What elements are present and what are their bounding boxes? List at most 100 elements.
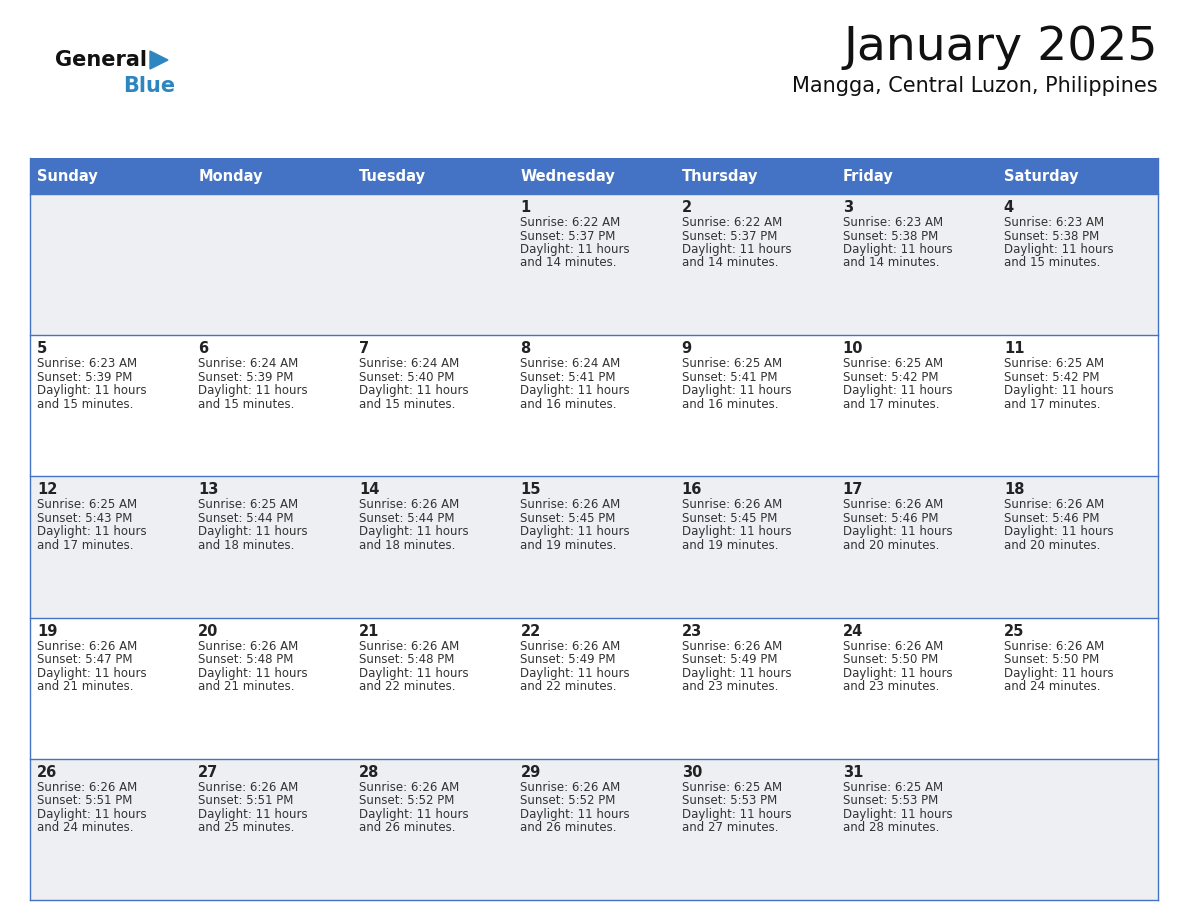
Text: Sunrise: 6:26 AM: Sunrise: 6:26 AM bbox=[359, 498, 460, 511]
Text: Sunset: 5:49 PM: Sunset: 5:49 PM bbox=[682, 653, 777, 666]
Text: and 23 minutes.: and 23 minutes. bbox=[682, 680, 778, 693]
Text: and 26 minutes.: and 26 minutes. bbox=[359, 822, 456, 834]
Text: Sunrise: 6:26 AM: Sunrise: 6:26 AM bbox=[37, 640, 138, 653]
Text: and 22 minutes.: and 22 minutes. bbox=[359, 680, 456, 693]
Text: 14: 14 bbox=[359, 482, 380, 498]
Text: and 23 minutes.: and 23 minutes. bbox=[842, 680, 939, 693]
Text: Daylight: 11 hours: Daylight: 11 hours bbox=[682, 243, 791, 256]
Text: 1: 1 bbox=[520, 200, 531, 215]
Text: Sunset: 5:39 PM: Sunset: 5:39 PM bbox=[37, 371, 132, 384]
Text: 19: 19 bbox=[37, 623, 57, 639]
Text: and 17 minutes.: and 17 minutes. bbox=[1004, 397, 1100, 410]
Text: and 16 minutes.: and 16 minutes. bbox=[520, 397, 617, 410]
Text: Sunset: 5:37 PM: Sunset: 5:37 PM bbox=[682, 230, 777, 242]
Text: and 20 minutes.: and 20 minutes. bbox=[1004, 539, 1100, 552]
Text: Sunset: 5:40 PM: Sunset: 5:40 PM bbox=[359, 371, 455, 384]
Text: Sunrise: 6:24 AM: Sunrise: 6:24 AM bbox=[198, 357, 298, 370]
Text: Sunset: 5:53 PM: Sunset: 5:53 PM bbox=[682, 794, 777, 807]
Text: Daylight: 11 hours: Daylight: 11 hours bbox=[1004, 385, 1113, 397]
Text: Daylight: 11 hours: Daylight: 11 hours bbox=[359, 666, 469, 679]
Text: 26: 26 bbox=[37, 765, 57, 779]
Text: Wednesday: Wednesday bbox=[520, 169, 615, 184]
Text: Sunrise: 6:22 AM: Sunrise: 6:22 AM bbox=[682, 216, 782, 229]
Text: Saturday: Saturday bbox=[1004, 169, 1079, 184]
Text: Sunset: 5:52 PM: Sunset: 5:52 PM bbox=[520, 794, 615, 807]
Text: Sunset: 5:50 PM: Sunset: 5:50 PM bbox=[1004, 653, 1099, 666]
Text: Sunrise: 6:25 AM: Sunrise: 6:25 AM bbox=[682, 781, 782, 794]
Text: 13: 13 bbox=[198, 482, 219, 498]
Text: Daylight: 11 hours: Daylight: 11 hours bbox=[520, 525, 630, 538]
Text: Daylight: 11 hours: Daylight: 11 hours bbox=[1004, 666, 1113, 679]
Text: and 27 minutes.: and 27 minutes. bbox=[682, 822, 778, 834]
Text: Daylight: 11 hours: Daylight: 11 hours bbox=[198, 525, 308, 538]
Text: Sunset: 5:51 PM: Sunset: 5:51 PM bbox=[37, 794, 132, 807]
Text: Sunrise: 6:25 AM: Sunrise: 6:25 AM bbox=[682, 357, 782, 370]
Text: 27: 27 bbox=[198, 765, 219, 779]
Text: Monday: Monday bbox=[198, 169, 263, 184]
Text: Sunset: 5:48 PM: Sunset: 5:48 PM bbox=[198, 653, 293, 666]
Text: Mangga, Central Luzon, Philippines: Mangga, Central Luzon, Philippines bbox=[792, 76, 1158, 96]
Text: and 25 minutes.: and 25 minutes. bbox=[198, 822, 295, 834]
Text: Sunset: 5:46 PM: Sunset: 5:46 PM bbox=[842, 512, 939, 525]
Text: Sunset: 5:39 PM: Sunset: 5:39 PM bbox=[198, 371, 293, 384]
Text: and 21 minutes.: and 21 minutes. bbox=[37, 680, 133, 693]
Text: Blue: Blue bbox=[124, 76, 175, 96]
Text: and 18 minutes.: and 18 minutes. bbox=[198, 539, 295, 552]
Text: and 24 minutes.: and 24 minutes. bbox=[37, 822, 133, 834]
Text: 30: 30 bbox=[682, 765, 702, 779]
Text: Daylight: 11 hours: Daylight: 11 hours bbox=[359, 525, 469, 538]
Text: Sunrise: 6:26 AM: Sunrise: 6:26 AM bbox=[520, 781, 620, 794]
Text: and 16 minutes.: and 16 minutes. bbox=[682, 397, 778, 410]
Bar bbox=[30, 194, 1158, 335]
Text: Sunset: 5:44 PM: Sunset: 5:44 PM bbox=[198, 512, 293, 525]
Text: 22: 22 bbox=[520, 623, 541, 639]
Text: 6: 6 bbox=[198, 341, 208, 356]
Text: Sunset: 5:51 PM: Sunset: 5:51 PM bbox=[198, 794, 293, 807]
Text: and 21 minutes.: and 21 minutes. bbox=[198, 680, 295, 693]
Text: 29: 29 bbox=[520, 765, 541, 779]
Text: Sunset: 5:42 PM: Sunset: 5:42 PM bbox=[842, 371, 939, 384]
Text: Thursday: Thursday bbox=[682, 169, 758, 184]
Text: Friday: Friday bbox=[842, 169, 893, 184]
Text: 9: 9 bbox=[682, 341, 691, 356]
Bar bbox=[30, 476, 1158, 618]
Text: Sunset: 5:47 PM: Sunset: 5:47 PM bbox=[37, 653, 133, 666]
Text: Sunset: 5:42 PM: Sunset: 5:42 PM bbox=[1004, 371, 1099, 384]
Text: and 22 minutes.: and 22 minutes. bbox=[520, 680, 617, 693]
Text: Sunset: 5:49 PM: Sunset: 5:49 PM bbox=[520, 653, 615, 666]
Text: Tuesday: Tuesday bbox=[359, 169, 426, 184]
Text: Sunset: 5:46 PM: Sunset: 5:46 PM bbox=[1004, 512, 1099, 525]
Text: Daylight: 11 hours: Daylight: 11 hours bbox=[37, 525, 146, 538]
Text: Sunrise: 6:24 AM: Sunrise: 6:24 AM bbox=[359, 357, 460, 370]
Text: Daylight: 11 hours: Daylight: 11 hours bbox=[1004, 525, 1113, 538]
Text: Sunrise: 6:25 AM: Sunrise: 6:25 AM bbox=[1004, 357, 1104, 370]
Text: Daylight: 11 hours: Daylight: 11 hours bbox=[520, 385, 630, 397]
Text: 5: 5 bbox=[37, 341, 48, 356]
Text: 11: 11 bbox=[1004, 341, 1024, 356]
Text: 21: 21 bbox=[359, 623, 380, 639]
Text: 25: 25 bbox=[1004, 623, 1024, 639]
Text: and 14 minutes.: and 14 minutes. bbox=[842, 256, 940, 270]
Text: 20: 20 bbox=[198, 623, 219, 639]
Text: and 18 minutes.: and 18 minutes. bbox=[359, 539, 456, 552]
Text: Daylight: 11 hours: Daylight: 11 hours bbox=[1004, 243, 1113, 256]
Text: Daylight: 11 hours: Daylight: 11 hours bbox=[520, 666, 630, 679]
Bar bbox=[30, 759, 1158, 900]
Text: Sunrise: 6:25 AM: Sunrise: 6:25 AM bbox=[842, 781, 943, 794]
Bar bbox=[30, 158, 191, 194]
Text: Sunday: Sunday bbox=[37, 169, 97, 184]
Text: Sunrise: 6:23 AM: Sunrise: 6:23 AM bbox=[1004, 216, 1104, 229]
Text: Sunset: 5:43 PM: Sunset: 5:43 PM bbox=[37, 512, 132, 525]
Text: Daylight: 11 hours: Daylight: 11 hours bbox=[842, 385, 953, 397]
Bar bbox=[30, 335, 1158, 476]
Text: Sunrise: 6:26 AM: Sunrise: 6:26 AM bbox=[359, 640, 460, 653]
Text: Daylight: 11 hours: Daylight: 11 hours bbox=[842, 808, 953, 821]
Text: Daylight: 11 hours: Daylight: 11 hours bbox=[682, 808, 791, 821]
Text: 7: 7 bbox=[359, 341, 369, 356]
Text: Daylight: 11 hours: Daylight: 11 hours bbox=[37, 666, 146, 679]
Text: and 17 minutes.: and 17 minutes. bbox=[842, 397, 940, 410]
Text: Sunrise: 6:25 AM: Sunrise: 6:25 AM bbox=[198, 498, 298, 511]
Text: Daylight: 11 hours: Daylight: 11 hours bbox=[682, 385, 791, 397]
Bar bbox=[513, 158, 675, 194]
Text: and 28 minutes.: and 28 minutes. bbox=[842, 822, 939, 834]
